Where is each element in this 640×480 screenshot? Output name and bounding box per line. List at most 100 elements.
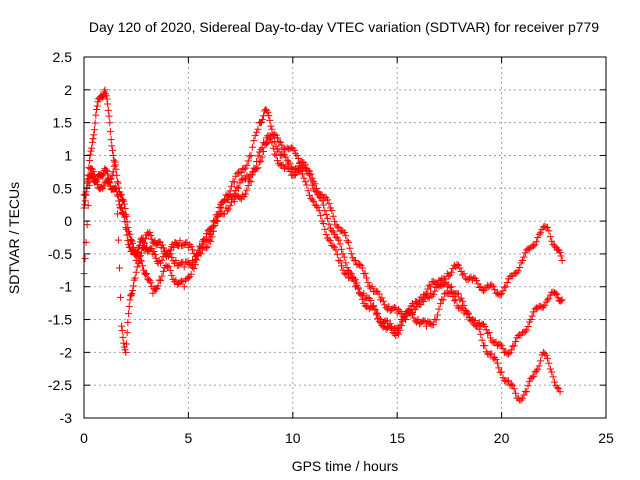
data-point (138, 262, 146, 270)
data-points (80, 86, 566, 404)
data-point (491, 286, 499, 294)
data-point (544, 224, 552, 232)
data-point (390, 303, 398, 311)
data-point (154, 282, 162, 290)
grid (84, 57, 606, 418)
data-point (357, 291, 365, 299)
data-point (477, 283, 485, 291)
data-point (307, 176, 315, 184)
data-point (142, 270, 150, 278)
data-point (544, 354, 552, 362)
data-point (527, 316, 535, 324)
data-point (109, 151, 117, 159)
data-point (396, 321, 404, 329)
data-point (283, 156, 291, 164)
data-point (410, 314, 418, 322)
data-point (125, 310, 133, 318)
data-point (120, 213, 128, 221)
data-point (109, 147, 117, 155)
y-tick-label: 1.5 (53, 115, 73, 131)
data-point (420, 317, 428, 325)
data-point (255, 158, 263, 166)
data-point (108, 142, 116, 150)
data-point (332, 246, 340, 254)
data-point (530, 242, 538, 250)
data-point (158, 272, 166, 280)
data-point (552, 289, 560, 297)
data-point (363, 274, 371, 282)
data-point (496, 340, 504, 348)
data-point (125, 302, 133, 310)
data-point (225, 205, 233, 213)
data-point (177, 277, 185, 285)
data-point (441, 279, 449, 287)
y-axis-label: SDTVAR / TECUs (6, 182, 22, 294)
data-point (147, 279, 155, 287)
data-point (235, 184, 243, 192)
data-point (118, 327, 126, 335)
data-point (236, 179, 244, 187)
data-point (241, 190, 249, 198)
data-point (493, 359, 501, 367)
data-point (114, 179, 122, 187)
data-point (121, 218, 129, 226)
data-point (371, 305, 379, 313)
data-point (122, 340, 130, 348)
data-point (115, 264, 123, 272)
data-point (248, 143, 256, 151)
data-point (432, 280, 440, 288)
data-point (127, 291, 135, 299)
data-point (118, 204, 126, 212)
data-point (447, 268, 455, 276)
data-point (343, 264, 351, 272)
data-point (495, 364, 503, 372)
data-point (530, 308, 538, 316)
data-point (329, 212, 337, 220)
data-point (129, 287, 137, 295)
data-point (382, 317, 390, 325)
data-point (84, 178, 92, 186)
data-point (546, 365, 554, 373)
data-point (356, 260, 364, 268)
plot-frame (83, 56, 607, 419)
data-point (244, 157, 252, 165)
data-point (325, 200, 333, 208)
data-point (301, 178, 309, 186)
data-point (364, 279, 372, 287)
data-point (520, 253, 528, 261)
data-point (102, 166, 110, 174)
data-point (324, 215, 332, 223)
data-point (558, 296, 566, 304)
data-point (524, 382, 532, 390)
data-point (170, 243, 178, 251)
data-point (155, 238, 163, 246)
data-point (510, 342, 518, 350)
data-point (278, 141, 286, 149)
data-point (512, 389, 520, 397)
data-point (124, 237, 132, 245)
data-point (454, 290, 462, 298)
data-point (427, 283, 435, 291)
data-point (545, 294, 553, 302)
data-point (226, 202, 234, 210)
x-tick-label: 20 (494, 430, 510, 446)
data-point (292, 150, 300, 158)
data-point (534, 365, 542, 373)
data-point (137, 249, 145, 257)
data-point (319, 220, 327, 228)
data-point (555, 385, 563, 393)
data-point (118, 322, 126, 330)
data-point (122, 348, 130, 356)
data-point (150, 248, 158, 256)
data-point (207, 237, 215, 245)
data-point (193, 256, 201, 264)
data-point (140, 266, 148, 274)
data-point (223, 207, 231, 215)
data-point (259, 116, 267, 124)
data-point (308, 196, 316, 204)
data-point (168, 253, 176, 261)
data-point (147, 232, 155, 240)
data-point (93, 106, 101, 114)
data-point (505, 350, 513, 358)
data-point (435, 276, 443, 284)
